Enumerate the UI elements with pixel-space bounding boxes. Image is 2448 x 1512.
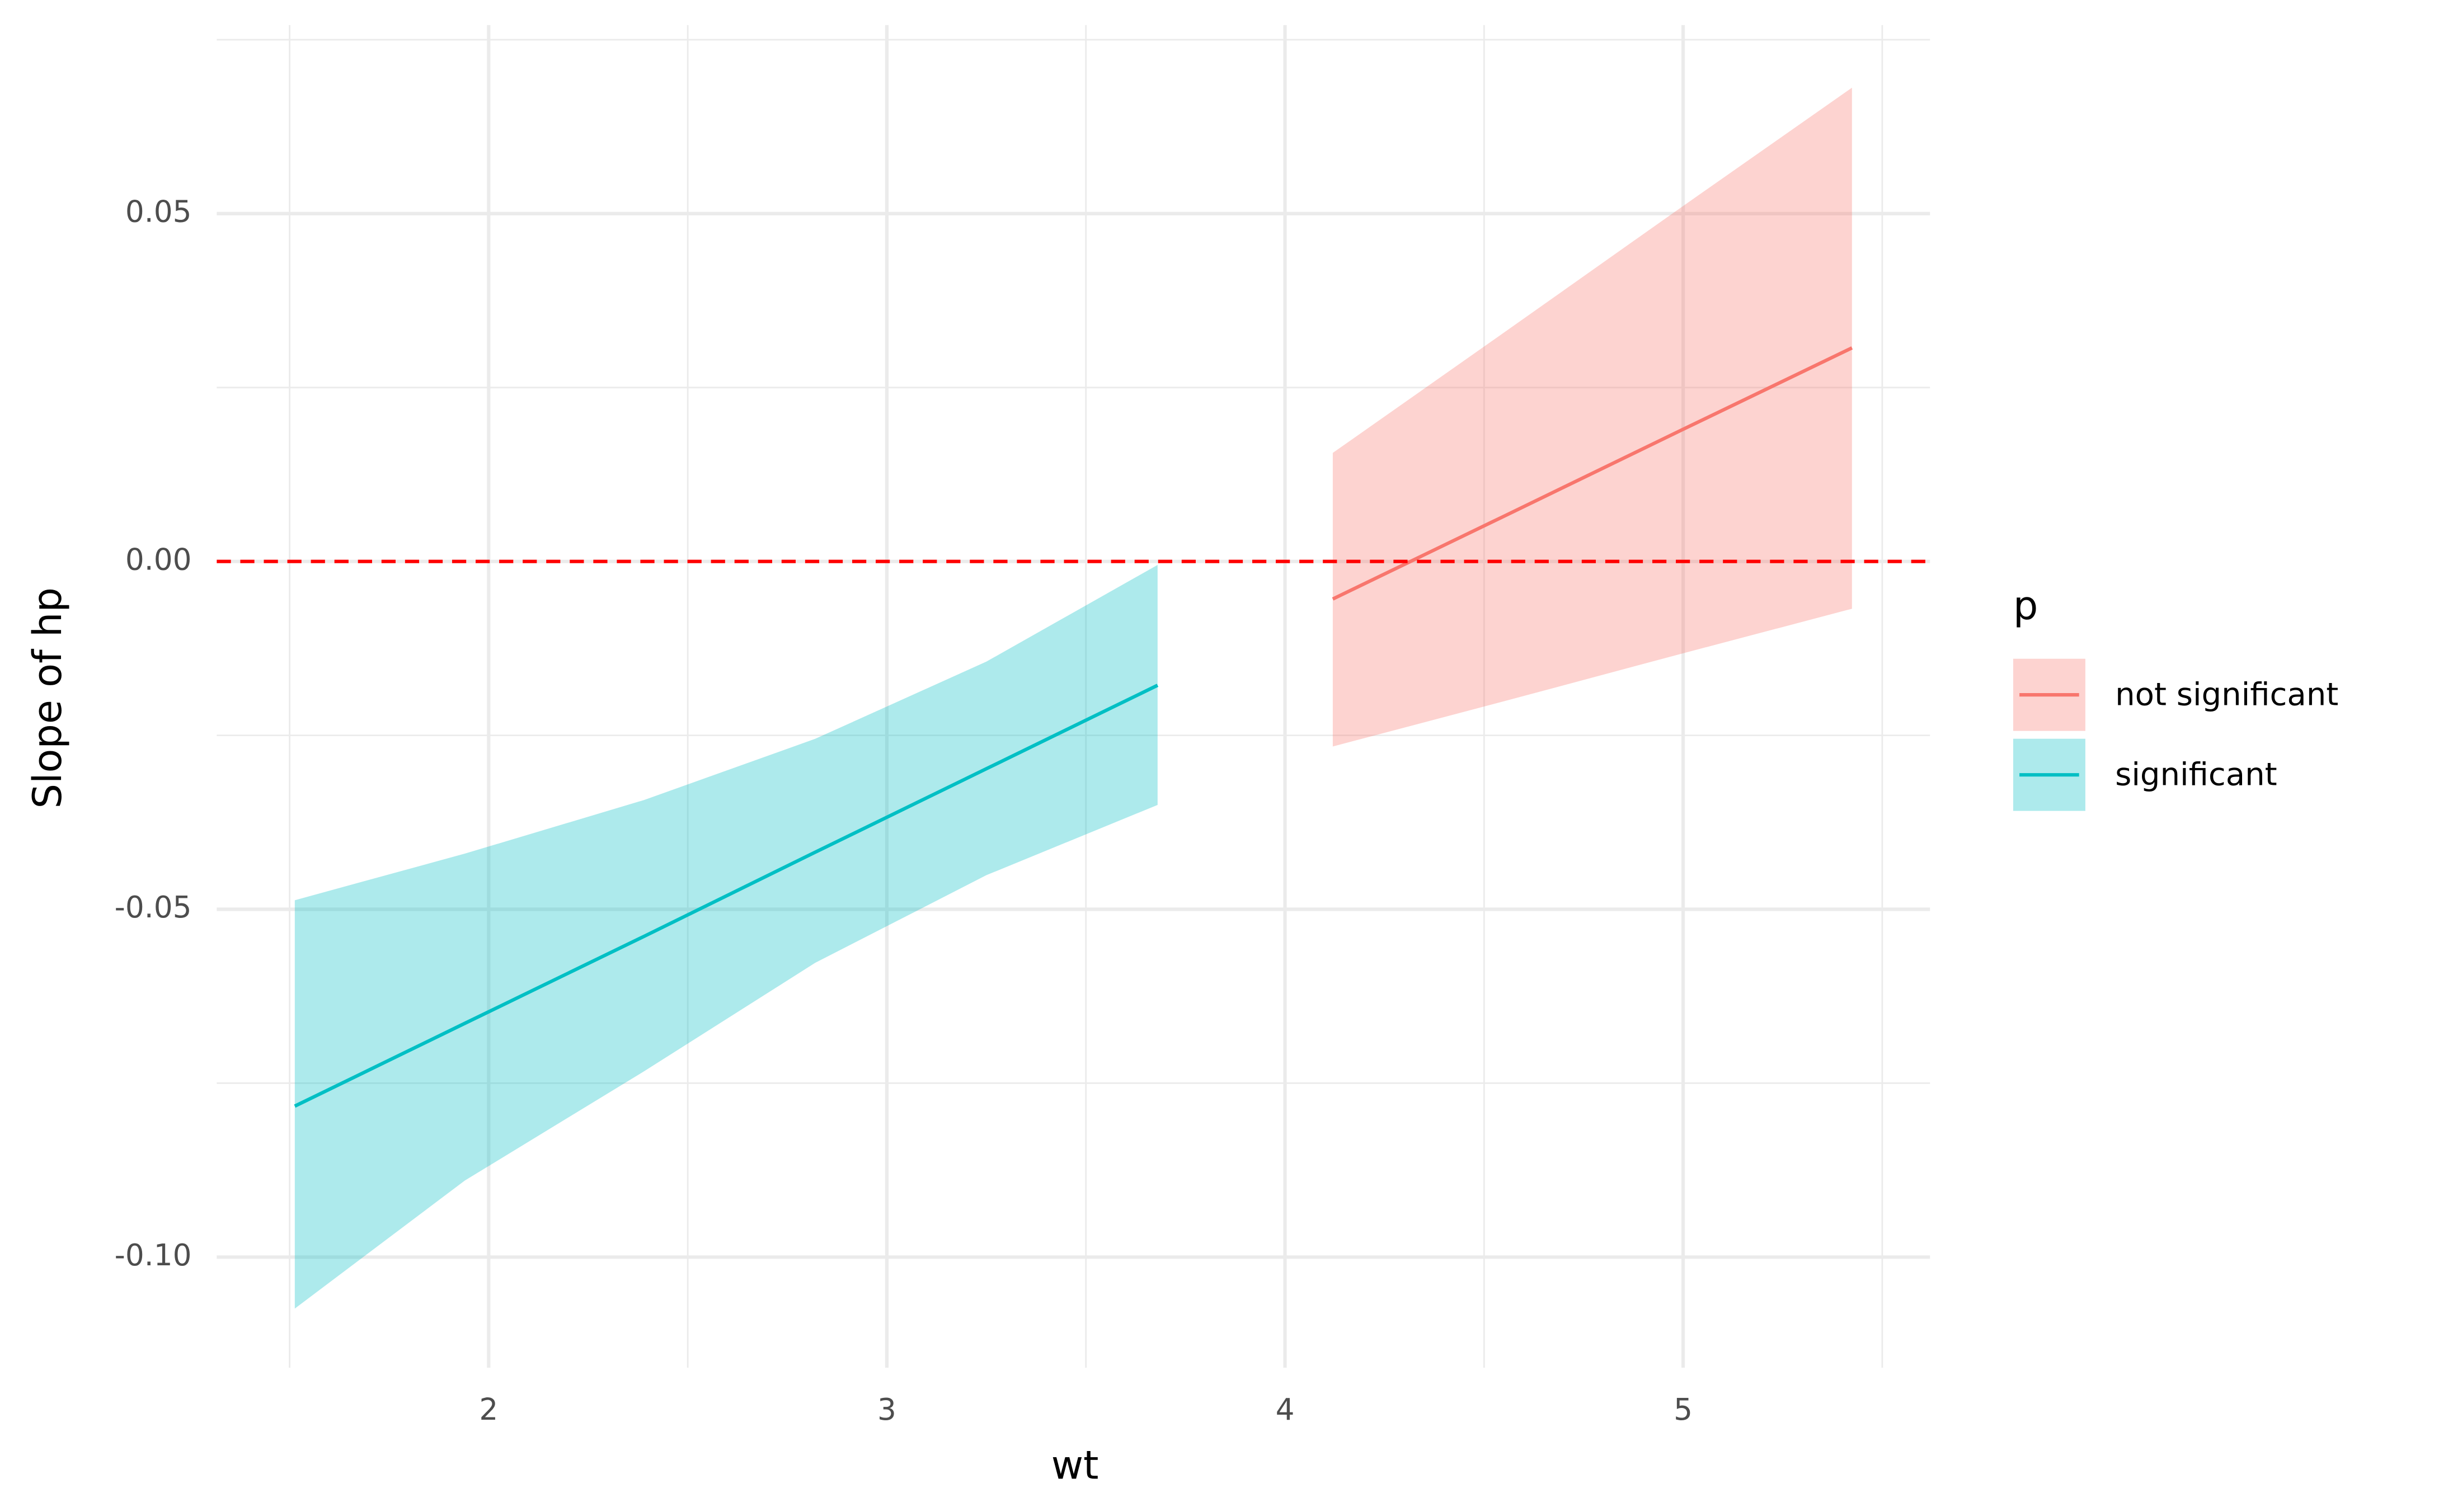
- y-tick-label: 0.05: [125, 195, 192, 229]
- x-tick-label: 4: [1276, 1392, 1295, 1427]
- line: [294, 684, 1159, 1108]
- legend-label: significant: [2115, 757, 2277, 793]
- x-tick-label: 5: [1674, 1392, 1693, 1427]
- y-axis-title: Slope of hp: [25, 587, 71, 808]
- legend-label: not significant: [2115, 677, 2338, 713]
- y-tick-label: -0.10: [115, 1238, 192, 1273]
- line: [1332, 346, 1853, 601]
- ribbon: [294, 564, 1158, 1309]
- y-tick-label: -0.05: [115, 890, 192, 925]
- x-tick-label: 2: [479, 1392, 498, 1427]
- legend-title: p: [2013, 583, 2038, 629]
- y-tick-label: 0.00: [125, 542, 192, 577]
- x-axis-title: wt: [1051, 1443, 1099, 1489]
- ribbon: [1332, 87, 1852, 747]
- x-tick-label: 3: [877, 1392, 896, 1427]
